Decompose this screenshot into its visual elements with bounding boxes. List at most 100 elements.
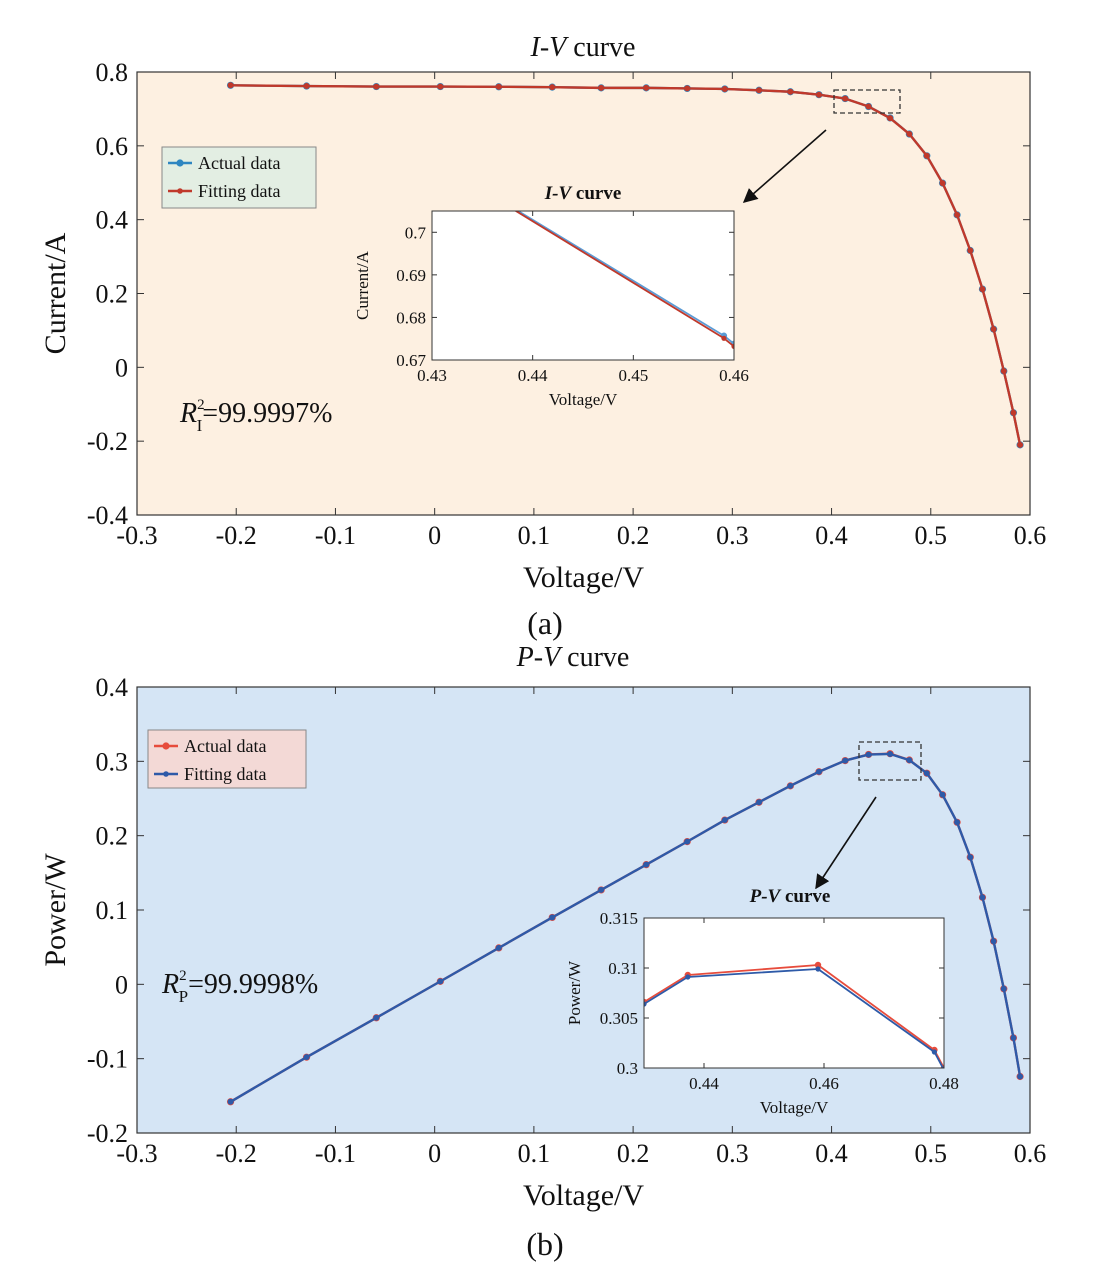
series-1-point [227,82,234,89]
inset-title: I-V curve [544,183,622,204]
series-1-point [373,1014,380,1021]
inset-y-tick-label: 0.69 [396,266,426,285]
y-tick-label: 0.8 [96,58,129,87]
r-squared-annotation: R2 I=99.9997% [179,397,332,435]
inset-series-1-point [931,1049,938,1055]
series-1-point [979,286,986,293]
series-1-point [756,87,763,94]
inset-y-tick-label: 0.68 [396,308,426,327]
series-1-point [373,83,380,90]
series-1-point [684,85,691,92]
inset-title: P-V curve [749,886,831,907]
legend-label: Fitting data [184,764,267,784]
x-tick-label: 0.4 [815,1139,848,1168]
x-tick-label: -0.3 [116,1139,157,1168]
legend-swatch-marker [162,742,170,750]
annotation-symbol: R [161,969,179,1000]
chart-title-plain: curve [560,642,629,673]
annotation-subscript: P [179,987,188,1006]
series-1-point [303,1054,310,1061]
r-squared-annotation: R2 P=99.9998% [161,968,318,1006]
panel-label: (b) [526,1226,563,1262]
series-1-point [1000,985,1007,992]
inset-x-tick-label: 0.48 [929,1074,959,1093]
y-tick-label: 0.1 [96,896,129,925]
inset-series-1-point [721,335,727,341]
series-1-point [598,84,605,91]
inset-series-1-point [815,966,821,972]
y-axis-label: Current/A [39,232,72,354]
x-tick-label: -0.3 [116,521,157,550]
series-1-point [684,838,691,845]
inset-x-tick-label: 0.43 [417,366,447,385]
inset-chart: 0.43 0.44 0.45 0.46 0.67 0.68 0.69 0.7 Voltage/V… [353,183,749,409]
chart-title-italic: P-V [516,642,563,673]
inset-title-plain: curve [780,886,830,907]
series-1-point [495,83,502,90]
x-tick-label: 0.4 [815,521,848,550]
series-1-point [227,1098,234,1105]
y-tick-label: -0.2 [87,427,128,456]
inset-data-group [644,961,944,1068]
series-1-point [643,84,650,91]
x-tick-label: 0.6 [1014,521,1047,550]
series-1-point [721,817,728,824]
series-1-point [923,770,930,777]
annotation-superscript: 2 [179,968,187,984]
series-1-point [954,211,961,218]
series-1-point [887,115,894,122]
zoom-region-box [858,741,922,781]
series-1-point [1017,1073,1024,1080]
legend-box [147,729,307,789]
annotation-value: =99.9997% [202,398,332,429]
y-tick-label: 0.4 [96,673,129,702]
y-tick-label: -0.1 [87,1045,128,1074]
inset-series-1-point [731,343,734,349]
y-tick-label: 0.6 [96,132,129,161]
series-1-point [303,83,310,90]
inset-data-group [514,211,734,349]
inset-series-1-point [685,974,691,980]
series-1-point [1017,441,1024,448]
series-1-point [598,886,605,893]
x-tick-label: 0.6 [1014,1139,1047,1168]
inset-frame [643,917,945,1069]
plot-data-group [226,81,1024,449]
legend-swatch-marker [177,188,183,194]
legend: Actual data Fitting data [161,146,317,209]
annotation-symbol: R [179,398,197,429]
series-1-point [939,180,946,187]
x-tick-label: 0.1 [518,1139,551,1168]
y-tick-label: 0.4 [96,206,129,235]
legend-box [161,146,317,209]
x-axis-label: Voltage/V [523,561,644,594]
x-tick-label: -0.2 [216,1139,257,1168]
series-1-point [643,861,650,868]
inset-plot-background [432,211,734,360]
inset-y-tick-label: 0.305 [600,1009,638,1028]
series-1-point [1000,368,1007,375]
x-tick-label: -0.2 [216,521,257,550]
x-tick-label: 0.3 [716,1139,749,1168]
inset-y-axis-label: Current/A [353,250,372,320]
annotation-value: =99.9998% [188,969,318,1000]
legend-label: Fitting data [198,181,281,201]
series-1-point [549,914,556,921]
chart-title: I-V curve [530,32,636,63]
series-1-point [549,84,556,91]
plot-data-group [226,750,1024,1106]
series-1-point [954,819,961,826]
panel-a: -0.3 -0.2 -0.1 0 0.1 0.2 0.3 0.4 0.5 0.6 -0.4 -0.2 0… [39,32,1046,641]
chart-title-italic: I-V [530,32,570,63]
inset-series-0-line [516,211,734,345]
legend-swatch-marker [163,771,169,777]
y-tick-label: -0.2 [87,1119,128,1148]
series-1-point [787,88,794,95]
series-1-point [906,131,913,138]
series-1-point [906,757,913,764]
x-tick-label: 0.1 [518,521,551,550]
y-tick-label: -0.4 [87,501,128,530]
panel-label: (a) [527,605,563,641]
x-tick-label: 0 [428,1139,441,1168]
